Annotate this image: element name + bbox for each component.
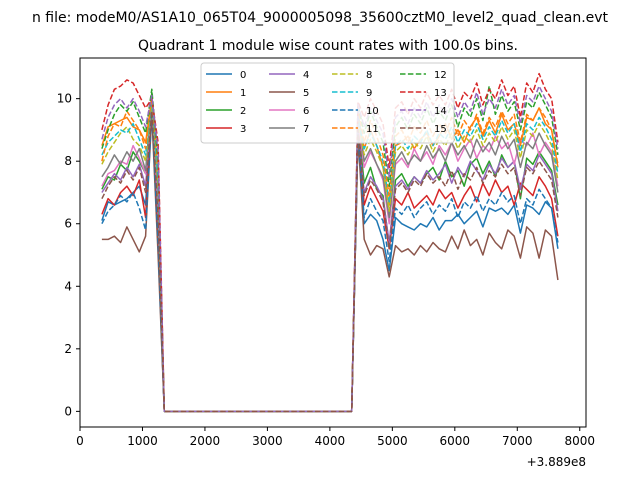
series-line-13 <box>101 72 559 413</box>
y-tick-label: 8 <box>64 154 72 168</box>
y-tick-label: 2 <box>64 342 72 356</box>
legend-label-5: 5 <box>303 88 309 99</box>
x-tick-label: 0 <box>76 434 84 448</box>
chart-title: Quadrant 1 module wise count rates with … <box>138 38 518 54</box>
legend-label-0: 0 <box>240 70 246 81</box>
x-axis: 0 1000 2000 3000 4000 5000 6000 7000 8000 <box>76 427 595 448</box>
series-line-5 <box>101 113 559 413</box>
legend-label-7: 7 <box>303 124 309 135</box>
y-tick-label: 6 <box>64 217 72 231</box>
series-line-10 <box>101 110 559 413</box>
figure-suptitle: n file: modeM0/AS1A10_065T04_9000005098_… <box>32 10 609 26</box>
legend-label-13: 13 <box>434 88 447 99</box>
legend-label-12: 12 <box>434 70 447 81</box>
legend-label-6: 6 <box>303 106 309 117</box>
x-tick-label: 2000 <box>190 434 221 448</box>
legend-label-8: 8 <box>366 70 372 81</box>
series-line-15 <box>101 110 559 413</box>
series-line-1 <box>101 97 559 413</box>
legend-label-3: 3 <box>240 124 246 135</box>
y-axis: 0 2 4 6 8 10 <box>57 92 80 418</box>
legend-label-10: 10 <box>366 106 379 117</box>
x-offset-label: +3.889e8 <box>527 455 586 469</box>
legend-label-11: 11 <box>366 124 379 135</box>
legend-label-4: 4 <box>303 70 309 81</box>
x-tick-label: 7000 <box>502 434 533 448</box>
legend-label-14: 14 <box>434 106 447 117</box>
legend-label-2: 2 <box>240 106 246 117</box>
x-tick-label: 4000 <box>315 434 346 448</box>
legend-label-15: 15 <box>434 124 447 135</box>
x-tick-label: 8000 <box>564 434 595 448</box>
series-line-7 <box>101 101 559 413</box>
y-tick-label: 4 <box>64 279 72 293</box>
series-line-3 <box>101 101 559 413</box>
y-tick-label: 10 <box>57 92 72 106</box>
legend-label-1: 1 <box>240 88 246 99</box>
x-tick-label: 1000 <box>127 434 158 448</box>
y-tick-label: 0 <box>64 404 72 418</box>
x-tick-label: 3000 <box>252 434 283 448</box>
axes-frame <box>79 57 587 428</box>
legend-label-9: 9 <box>366 88 372 99</box>
x-tick-label: 5000 <box>377 434 408 448</box>
series-line-14 <box>101 85 559 413</box>
legend-frame <box>200 62 455 144</box>
x-tick-label: 6000 <box>440 434 471 448</box>
